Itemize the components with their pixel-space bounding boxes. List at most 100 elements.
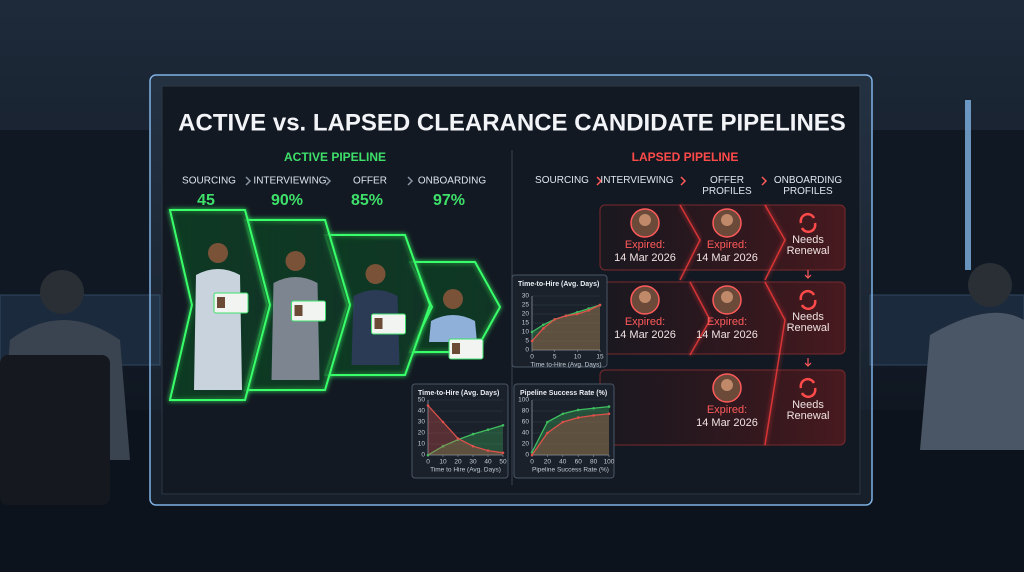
series-point — [553, 318, 556, 321]
series-point — [546, 420, 549, 424]
y-tick-label: 25 — [522, 302, 530, 309]
lapsed-stage-name: ONBOARDING PROFILES — [773, 175, 843, 197]
expired-status: Expired: — [625, 239, 665, 251]
series-area — [428, 405, 503, 455]
series-point — [542, 323, 545, 327]
x-tick-label: 50 — [499, 459, 507, 466]
avatar-face — [721, 214, 733, 226]
expired-date: 14 Mar 2026 — [696, 252, 758, 264]
candidate-body — [429, 315, 477, 342]
series-point — [530, 453, 534, 457]
renew-note: Needs Renewal — [786, 399, 830, 422]
x-tick-label: 60 — [575, 459, 583, 466]
series-point — [564, 314, 568, 318]
x-tick-label: 20 — [544, 459, 552, 466]
red-glow-line — [689, 281, 711, 356]
series-area — [532, 305, 600, 350]
series-point — [456, 437, 460, 440]
x-tick-label: 40 — [559, 459, 567, 466]
person-body — [920, 312, 1024, 450]
stage-arrow — [407, 176, 414, 186]
series-point — [576, 312, 579, 316]
x-tick-label: 0 — [426, 459, 430, 466]
light-strip — [965, 100, 971, 270]
candidate-body — [271, 277, 320, 380]
renew-note: Needs Renewal — [786, 311, 830, 334]
expired-date: 14 Mar 2026 — [614, 252, 676, 264]
expired-date: 14 Mar 2026 — [614, 329, 676, 341]
active-stage-value: 85% — [351, 192, 383, 209]
candidate-head — [208, 243, 228, 263]
series-point — [587, 307, 590, 310]
series-point — [546, 431, 549, 435]
id-photo — [294, 305, 303, 316]
red-glow-line — [679, 204, 701, 281]
expired-status: Expired: — [707, 239, 747, 251]
x-tick-label: 40 — [484, 459, 492, 466]
series-point — [530, 330, 534, 334]
y-tick-label: 10 — [418, 441, 426, 448]
y-tick-label: 15 — [522, 320, 530, 327]
x-axis-label: Time to Hire (Avg. Days) — [430, 467, 501, 474]
mini-chart-title: Pipeline Success Rate (%) — [520, 390, 607, 397]
expired-status: Expired: — [707, 404, 747, 416]
lapsed-heading: LAPSED PIPELINE — [632, 150, 739, 164]
series-line — [531, 405, 610, 453]
candidate-head — [285, 251, 306, 271]
series-area — [532, 406, 609, 455]
x-tick-label: 80 — [590, 459, 598, 466]
avatar-face — [721, 379, 733, 391]
series-point — [426, 404, 430, 407]
series-point — [486, 428, 490, 432]
stage-arrow — [680, 176, 687, 186]
series-point — [530, 450, 534, 454]
series-point — [486, 449, 490, 452]
avatar-face — [721, 291, 733, 303]
down-arrow — [804, 358, 812, 367]
series-point — [576, 310, 579, 314]
mini-chart-title: Time-to-Hire (Avg. Days) — [518, 281, 599, 288]
x-tick-label: 5 — [553, 354, 557, 361]
renew-icon — [799, 377, 817, 399]
x-tick-label: 0 — [530, 354, 534, 361]
series-line — [427, 424, 504, 456]
series-point — [598, 303, 602, 307]
lapsed-row — [599, 204, 846, 271]
series-point — [441, 444, 445, 448]
series-point — [576, 408, 580, 412]
avatar-face — [639, 214, 651, 226]
series-area — [532, 305, 600, 350]
x-axis-label: Time to-Hire (Avg. Days) — [530, 362, 601, 369]
series-point — [607, 412, 611, 416]
id-photo — [217, 297, 225, 308]
y-tick-label: 5 — [525, 338, 529, 345]
red-glow-line — [764, 281, 786, 446]
y-tick-label: 20 — [522, 441, 530, 448]
series-point — [530, 339, 534, 343]
mini-chart-frame — [513, 383, 615, 479]
y-tick-label: 40 — [418, 408, 426, 415]
series-line — [427, 405, 504, 454]
stage-arrow — [325, 176, 332, 186]
active-stage-name: SOURCING — [182, 176, 236, 187]
y-tick-label: 20 — [418, 430, 426, 437]
series-point — [592, 414, 595, 417]
series-area — [428, 425, 503, 455]
series-point — [471, 444, 475, 448]
red-glow-line — [764, 204, 786, 281]
active-stage-value: 97% — [433, 192, 465, 209]
y-tick-label: 60 — [522, 419, 530, 426]
x-tick-label: 10 — [574, 354, 582, 361]
x-tick-label: 0 — [530, 459, 534, 466]
stage-arrow — [245, 176, 252, 186]
down-arrow — [804, 270, 812, 279]
avatar-face — [639, 291, 651, 303]
renew-icon — [799, 212, 817, 234]
series-point — [607, 405, 611, 408]
candidate-head — [443, 289, 463, 309]
active-stage-name: INTERVIEWING — [253, 176, 326, 187]
x-axis-label: Pipeline Success Rate (%) — [532, 467, 609, 474]
series-point — [542, 327, 545, 330]
y-tick-label: 0 — [525, 347, 529, 354]
